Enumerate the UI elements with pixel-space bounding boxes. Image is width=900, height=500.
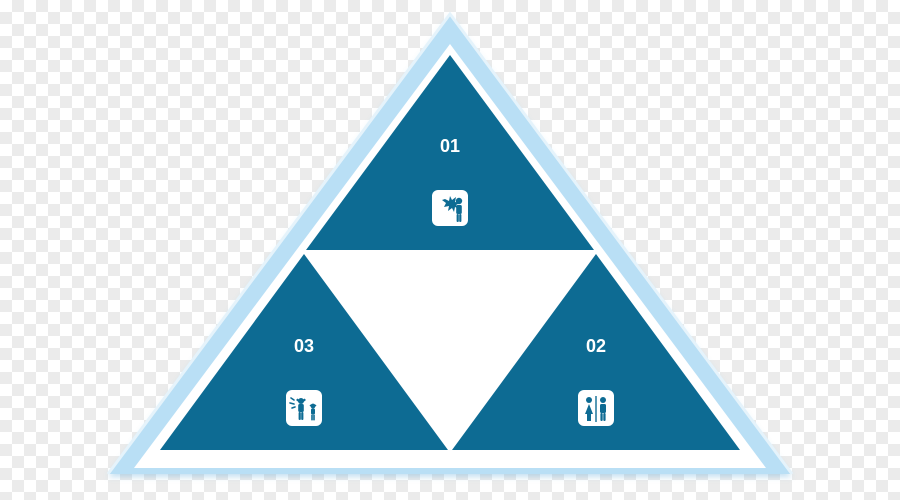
diagram-stage: 01 02 xyxy=(0,0,900,500)
segment-right-label: 02 xyxy=(586,336,606,356)
segment-top-label: 01 xyxy=(440,136,460,156)
segment-left-label: 03 xyxy=(294,336,314,356)
triangle-diagram: 01 02 xyxy=(0,0,900,500)
people-cheer-icon xyxy=(286,390,322,426)
person-impact-icon xyxy=(432,190,468,226)
people-pair-icon xyxy=(578,390,614,426)
